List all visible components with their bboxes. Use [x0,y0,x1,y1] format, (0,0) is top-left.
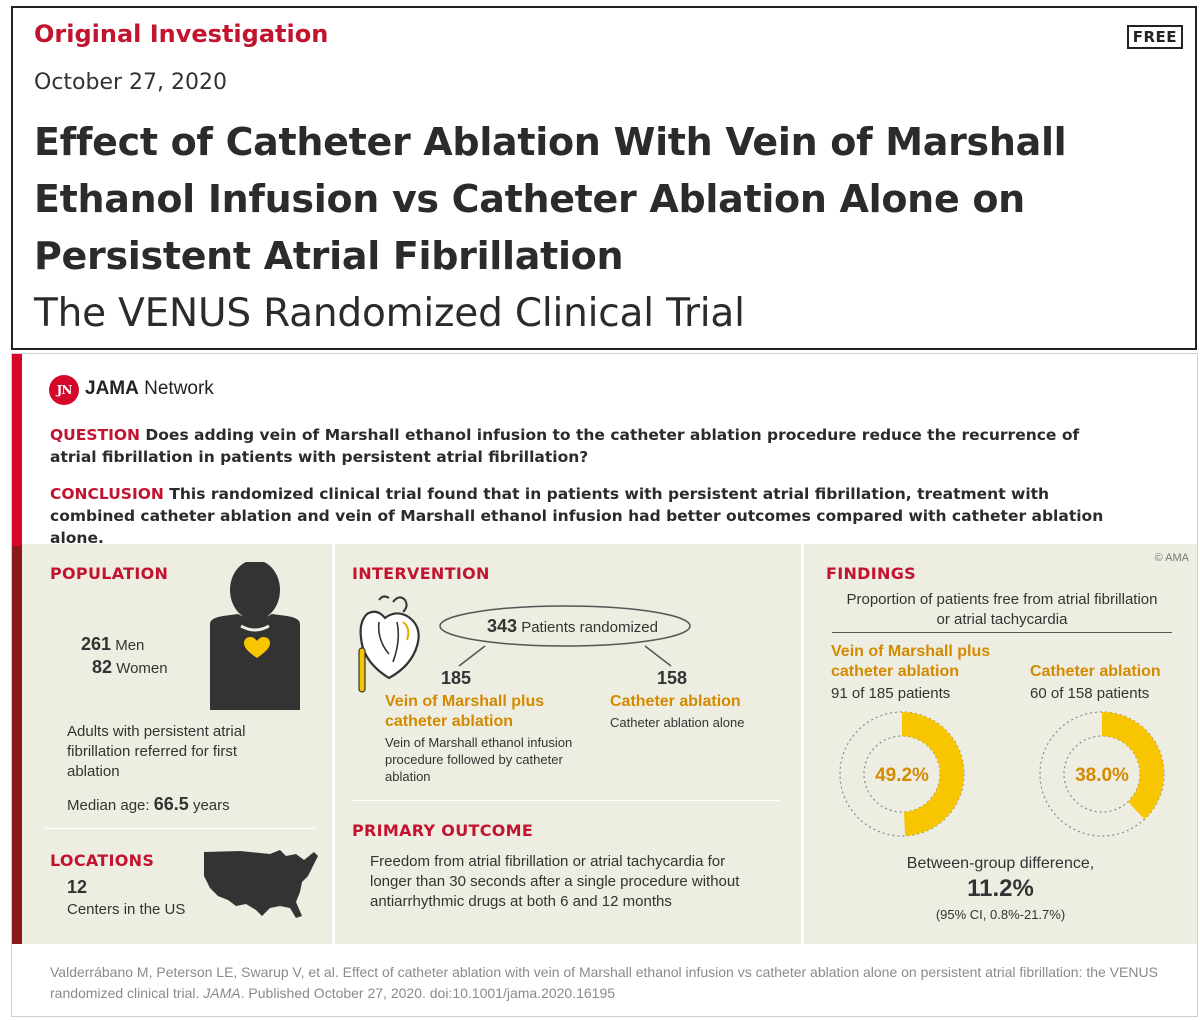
locations-label: Centers in the US [67,901,186,918]
donut-chart-group2: 38.0% [1039,711,1165,837]
heart-icon [244,637,270,658]
jama-network-name: JAMA Network [85,378,214,399]
men-count: 261 Men [81,634,145,654]
donut-chart-group1: 49.2% [839,711,965,837]
population-panel: POPULATION 261 Men 82 Women Adults with … [22,544,332,944]
intervention-divider [352,800,780,801]
locations-title: LOCATIONS [50,851,155,870]
visual-abstract: JN JAMA Network QUESTION Does adding vei… [11,353,1198,1017]
group1-name: Vein of Marshall plus catheter ablation [831,643,991,680]
population-divider [44,828,316,829]
intervention-panel: INTERVENTION 343 Patients randomized 185… [335,544,801,944]
arm2-description: Catheter ablation alone [610,715,745,730]
conclusion-text: This randomized clinical trial found tha… [50,485,1104,547]
between-group-value: 11.2% [967,875,1034,902]
heart-anatomy-icon [358,595,420,693]
group1-count: 91 of 185 patients [831,685,951,702]
donut1-arc [902,712,964,836]
intervention-title: INTERVENTION [352,564,490,583]
primary-outcome-title: PRIMARY OUTCOME [352,821,534,840]
free-badge: FREE [1126,25,1183,49]
arm2-name: Catheter ablation [610,693,741,710]
question: QUESTION Does adding vein of Marshall et… [50,424,1130,468]
copyright: © AMA [1154,552,1189,564]
article-subtitle: The VENUS Randomized Clinical Trial [34,291,745,336]
conclusion: CONCLUSION This randomized clinical tria… [50,483,1130,549]
group2-name: Catheter ablation [1030,663,1161,680]
person-icon [210,562,300,710]
arm1-n: 185 [441,668,472,688]
accent-bar-dark [12,546,22,944]
primary-outcome-text: Freedom from atrial fibrillation or atri… [370,853,740,910]
population-title: POPULATION [50,564,169,583]
findings-caption: Proportion of patients free from atrial … [846,591,1158,628]
us-map-icon [204,850,318,918]
randomized-count: 343 Patients randomized [487,616,658,636]
population-description: Adults with persistent atrial fibrillati… [67,723,246,780]
article-header: Original Investigation FREE October 27, … [11,6,1197,350]
between-group-label: Between-group difference, [906,855,1095,872]
arm1-description: Vein of Marshall ethanol infusion proced… [385,735,573,784]
question-label: QUESTION [50,426,141,444]
between-group-ci: (95% CI, 0.8%-21.7%) [935,907,1066,922]
findings-caption-rule [832,632,1172,633]
question-text: Does adding vein of Marshall ethanol inf… [50,426,1080,466]
citation: Valderrábano M, Peterson LE, Swarup V, e… [50,964,1158,1001]
donut2-arc [1102,712,1164,820]
jama-network-logo: JN [49,375,79,405]
conclusion-label: CONCLUSION [50,485,164,503]
article-title: Effect of Catheter Ablation With Vein of… [34,120,1067,278]
group1-percent: 49.2% [875,765,929,786]
randomization-diagram [439,605,691,667]
publication-date: October 27, 2020 [34,70,228,95]
median-age: Median age: 66.5 years [67,794,230,814]
locations-count: 12 [67,877,88,897]
findings-panel: © AMA FINDINGS Proportion of patients fr… [804,544,1197,944]
group2-count: 60 of 158 patients [1030,685,1150,702]
findings-title: FINDINGS [826,564,916,583]
article-type[interactable]: Original Investigation [34,20,329,48]
women-count: 82 Women [92,657,168,677]
arm2-n: 158 [657,668,688,688]
group2-percent: 38.0% [1075,765,1129,786]
arm1-name: Vein of Marshall plus catheter ablation [385,693,545,730]
